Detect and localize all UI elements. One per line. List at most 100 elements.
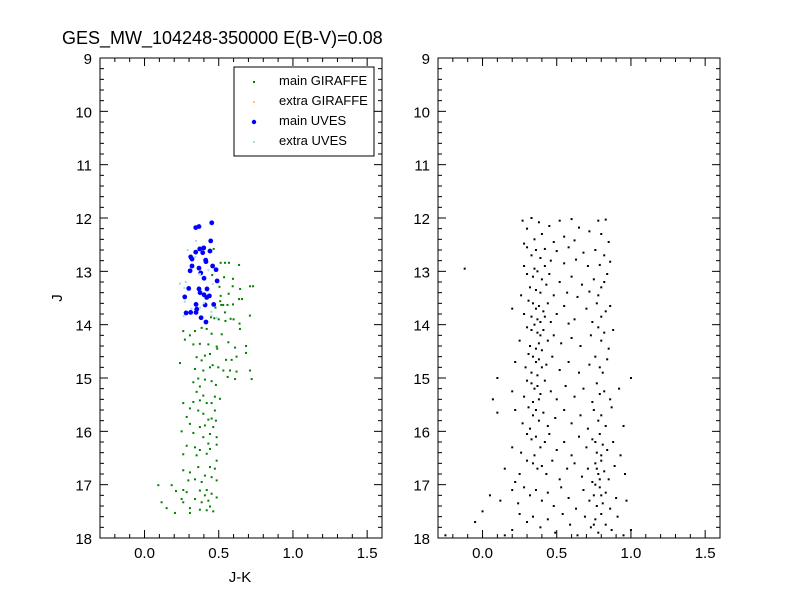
data-point	[536, 467, 539, 470]
y-tick-label: 12	[413, 211, 430, 228]
data-point	[606, 273, 609, 275]
y-tick-label: 12	[75, 211, 92, 228]
data-point	[180, 498, 183, 501]
data-point	[539, 334, 542, 337]
data-point	[536, 385, 539, 387]
data-point	[555, 398, 558, 401]
data-point	[580, 283, 583, 286]
data-point	[570, 275, 573, 278]
data-point	[220, 303, 223, 306]
data-point	[530, 382, 533, 385]
x-tick-label: 1.0	[621, 545, 642, 562]
data-point	[197, 290, 203, 296]
data-point	[202, 436, 205, 439]
data-point	[530, 371, 533, 374]
legend: main GIRAFFE extra GIRAFFE main UVES ext…	[233, 66, 375, 157]
data-point	[567, 246, 570, 249]
data-point	[203, 378, 206, 381]
data-point	[607, 241, 610, 243]
data-point	[205, 509, 208, 512]
left-panel-axes: 0.0 0.5 1.0 1.5 9 10 11 12 13 14 15 16 17 18	[75, 51, 383, 562]
data-point	[540, 465, 543, 467]
data-point	[591, 401, 594, 403]
data-point	[592, 494, 595, 497]
data-point	[530, 254, 533, 257]
data-point	[546, 302, 549, 305]
data-point	[200, 326, 203, 329]
data-point	[197, 377, 200, 380]
data-point	[227, 341, 230, 344]
data-point	[523, 313, 526, 315]
data-point	[200, 501, 203, 504]
data-point	[527, 353, 530, 355]
data-point	[204, 286, 210, 292]
data-point	[198, 426, 201, 429]
data-point	[213, 409, 216, 412]
data-point	[203, 259, 209, 265]
data-point	[193, 302, 199, 307]
data-point	[188, 310, 194, 315]
data-point	[213, 317, 216, 320]
data-point	[575, 258, 578, 261]
data-point	[248, 314, 251, 317]
data-point	[180, 430, 183, 433]
data-point	[558, 219, 561, 222]
data-point	[579, 414, 582, 417]
data-point	[598, 433, 601, 435]
data-point	[193, 330, 196, 333]
data-point	[554, 417, 557, 419]
legend-label-main-uves: main UVES	[279, 113, 347, 128]
data-point	[213, 467, 216, 470]
data-point	[235, 355, 238, 358]
data-point	[595, 382, 598, 385]
data-point	[174, 490, 177, 493]
x-tick-label: 0.5	[546, 545, 567, 562]
data-point	[186, 249, 189, 251]
x-tick-label: 1.0	[283, 545, 304, 562]
data-point	[586, 427, 589, 430]
data-point	[578, 371, 580, 374]
data-point	[195, 454, 198, 457]
data-point	[230, 358, 233, 361]
data-point	[250, 378, 253, 381]
data-point	[558, 369, 561, 371]
data-point	[199, 273, 202, 275]
y-axis-label: J	[49, 294, 66, 302]
data-point	[182, 469, 185, 472]
data-point	[595, 467, 598, 470]
data-point	[551, 459, 554, 462]
data-point	[217, 318, 220, 321]
data-point	[245, 345, 248, 347]
data-point	[188, 471, 191, 474]
data-point	[463, 267, 466, 270]
data-point	[546, 339, 549, 342]
data-point	[514, 481, 517, 483]
data-point	[203, 494, 206, 497]
data-point	[207, 343, 210, 346]
data-point	[548, 433, 551, 435]
data-point	[597, 326, 600, 329]
data-point	[238, 263, 241, 266]
data-point	[537, 398, 540, 401]
data-point	[606, 358, 609, 361]
data-point	[207, 418, 210, 421]
data-point	[537, 342, 540, 345]
data-point	[224, 319, 227, 322]
data-point	[531, 401, 534, 403]
data-point	[157, 484, 160, 487]
data-point	[588, 499, 591, 502]
data-point	[211, 302, 217, 307]
data-point	[558, 281, 561, 283]
data-point	[564, 385, 567, 387]
data-point	[188, 511, 191, 514]
data-point	[189, 263, 195, 269]
y-tick-label: 18	[75, 531, 92, 548]
data-point	[526, 459, 529, 462]
data-point	[226, 375, 229, 378]
data-point	[229, 317, 232, 320]
legend-label-main-giraffe: main GIRAFFE	[279, 73, 367, 88]
data-point	[212, 510, 215, 513]
data-point	[231, 303, 234, 306]
data-point	[249, 285, 252, 288]
data-point	[534, 347, 537, 350]
